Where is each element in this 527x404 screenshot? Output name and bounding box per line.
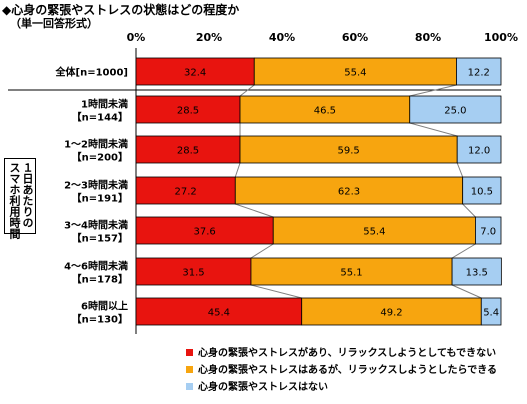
data-label: 13.5 — [466, 268, 488, 279]
legend-item-3: 心身の緊張やストレスはない — [186, 380, 497, 395]
legend-label-1: 心身の緊張やストレスがあり、リラックスしようとしてもできない — [198, 348, 497, 359]
y-group-label-box: １日あたりの スマホ利用時間 — [4, 158, 36, 239]
series-connector-line — [451, 243, 476, 259]
y-group-label-line2: スマホ利用時間 — [8, 162, 21, 239]
category-label: 4～6時間未満 — [64, 260, 128, 273]
x-tick-label: 80% — [415, 31, 441, 44]
data-label: 12.2 — [468, 68, 490, 79]
bar-segment — [301, 297, 482, 326]
data-label: 12.0 — [468, 146, 490, 157]
legend-item-1: 心身の緊張やストレスがあり、リラックスしようとしてもできない — [186, 346, 497, 361]
x-tick-label: 40% — [269, 31, 295, 44]
legend-item-2: 心身の緊張やストレスはあるが、リラックスしようとしたらできる — [186, 363, 497, 378]
legend-label-2: 心身の緊張やストレスはあるが、リラックスしようとしたらできる — [198, 365, 497, 376]
series-connector-line — [409, 122, 458, 137]
data-label: 25.0 — [444, 106, 466, 117]
x-tick-label: 0% — [127, 31, 146, 44]
series-connector-line — [409, 84, 457, 97]
bar-segment — [239, 95, 411, 124]
chart-subtitle: （単一回答形式） — [10, 17, 98, 30]
y-group-label-line1: １日あたりの — [21, 162, 34, 228]
category-label: 6時間以上 — [81, 300, 128, 313]
bar-segment — [135, 297, 303, 326]
legend-swatch-3 — [186, 383, 193, 390]
x-tick-label: 100% — [484, 31, 518, 44]
data-label: 10.5 — [471, 187, 493, 198]
category-n-label: 【n=130】 — [72, 313, 128, 326]
legend-swatch-1 — [186, 349, 193, 356]
series-connector-line — [234, 162, 241, 178]
bar-segment — [135, 57, 255, 86]
data-label: 31.5 — [182, 268, 204, 279]
bar-segment — [250, 257, 453, 286]
data-label: 55.1 — [340, 268, 362, 279]
data-label: 49.2 — [380, 308, 402, 319]
category-n-label: 【n=191】 — [72, 192, 128, 205]
category-n-label: 【n=178】 — [72, 273, 128, 286]
data-label: 37.6 — [193, 227, 215, 238]
legend: 心身の緊張やストレスがあり、リラックスしようとしてもできない 心身の緊張やストレ… — [186, 346, 497, 397]
data-label: 28.5 — [177, 106, 199, 117]
x-tick-label: 60% — [342, 31, 368, 44]
series-connector-line — [456, 162, 464, 178]
bar-segment — [451, 257, 502, 286]
bar-segment — [456, 57, 502, 86]
bar-segment — [456, 135, 502, 164]
category-label: 全体[n=1000] — [55, 66, 128, 79]
bar-segment — [234, 176, 464, 205]
data-label: 55.4 — [344, 68, 366, 79]
series-connector-line — [250, 243, 274, 259]
data-label: 46.5 — [314, 106, 336, 117]
data-label: 28.5 — [177, 146, 199, 157]
series-connector-line — [462, 203, 476, 218]
category-label: 1時間未満 — [81, 98, 128, 111]
bar-segment — [480, 297, 502, 326]
category-n-label: 【n=157】 — [72, 232, 128, 245]
bar-segment — [462, 176, 502, 205]
category-n-label: 【n=144】 — [72, 111, 128, 124]
series-connector-line — [235, 203, 274, 218]
series-connector-line — [250, 284, 302, 299]
legend-swatch-2 — [186, 366, 193, 373]
bar-segment — [409, 95, 502, 124]
series-connector-line — [239, 84, 255, 97]
series-connector-line — [451, 284, 482, 299]
data-label: 55.4 — [363, 227, 385, 238]
bar-segment — [253, 57, 457, 86]
data-label: 27.2 — [175, 187, 197, 198]
category-label: 2～3時間未満 — [64, 179, 128, 192]
data-label: 45.4 — [208, 308, 230, 319]
data-label: 32.4 — [184, 68, 206, 79]
x-tick-label: 20% — [196, 31, 222, 44]
data-label: 7.0 — [480, 227, 496, 238]
bar-segment — [475, 216, 502, 245]
category-label: 1～2時間未満 — [64, 138, 128, 151]
data-label: 62.3 — [338, 187, 360, 198]
bar-segment — [135, 95, 241, 124]
category-n-label: 【n=200】 — [72, 151, 128, 164]
bar-segment — [239, 135, 458, 164]
data-label: 59.5 — [337, 146, 359, 157]
bar-segment — [135, 216, 274, 245]
chart-title: ◆心身の緊張やストレスの状態はどの程度か — [2, 3, 240, 17]
bar-segment — [135, 176, 236, 205]
legend-label-3: 心身の緊張やストレスはない — [198, 382, 328, 393]
data-label: 5.4 — [483, 308, 499, 319]
category-label: 3～4時間未満 — [64, 219, 128, 232]
